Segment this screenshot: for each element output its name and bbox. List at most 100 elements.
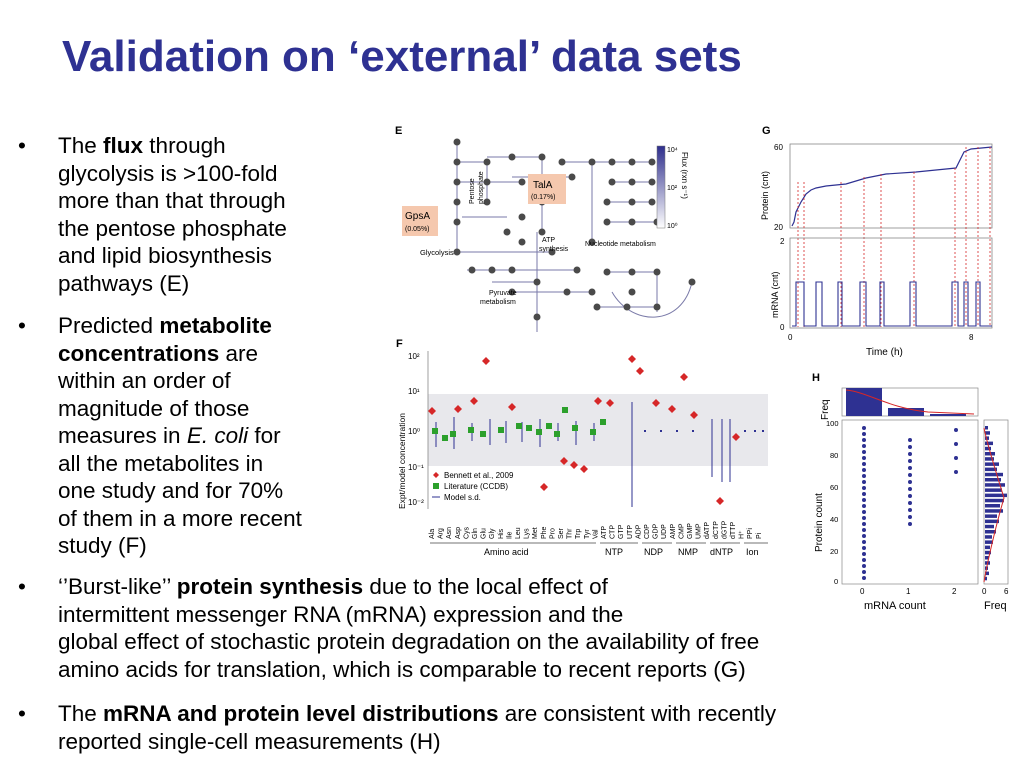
pentose-label-2: phosphate (478, 171, 485, 204)
text: more than that through (58, 188, 286, 213)
scatter-point (908, 452, 912, 456)
scatter-point (862, 456, 866, 460)
ytick-1: 10⁰ (408, 427, 420, 436)
category-label: UMP (696, 523, 703, 539)
top-ylabel: Freq (820, 399, 831, 420)
scatter-point (862, 510, 866, 514)
scatter-point (908, 473, 912, 477)
scatter-points (862, 426, 958, 580)
panel-label-h: H (812, 372, 820, 384)
right-hist-bar (985, 467, 997, 472)
right-hist-bar (985, 545, 990, 550)
text: due to the local effect of (363, 574, 608, 599)
pyruvate-metabolism-label: metabolism (480, 299, 516, 306)
scatter-point (954, 470, 958, 474)
category-label: Pro (549, 528, 556, 539)
figure-g-timeseries: G 60 20 Protein (cnt) 2 0 mRNA (cnt) 0 8… (760, 125, 993, 358)
ytick-100: 10² (408, 352, 420, 361)
text: Predicted (58, 313, 160, 338)
ytick-0: 0 (834, 577, 838, 586)
scatter-point (862, 522, 866, 526)
right-hist-bar (985, 509, 1003, 513)
scatter-point (862, 534, 866, 538)
text: one study and for 70% (58, 478, 284, 503)
main-ylabel: Protein count (814, 493, 825, 552)
text: all the metabolites in (58, 450, 264, 476)
category-label: CMP (678, 523, 685, 539)
legend-model: Model s.d. (444, 493, 481, 502)
text: pathways (E) (58, 270, 190, 296)
scatter-point (862, 504, 866, 508)
right-hist-bar (985, 524, 994, 529)
scatter-point (862, 432, 866, 436)
right-hist-bar (985, 436, 989, 440)
right-xtick-6: 6 (1004, 587, 1009, 596)
text: measures in (58, 423, 187, 448)
scatter-point (908, 466, 912, 470)
category-label: ADP (635, 524, 642, 539)
scatter-point (908, 480, 912, 484)
right-hist-bar (985, 472, 1003, 477)
group-nmp: NMP (678, 547, 698, 557)
category-label: GDP (653, 524, 660, 540)
colorbar-bot-tick: 10⁰ (667, 222, 678, 230)
right-hist-bar (985, 530, 996, 534)
ytick-labels: 100 80 60 40 20 0 (826, 419, 839, 586)
bullet-flux: • The flux through glycolysis is >100-fo… (18, 132, 358, 297)
group-ntp: NTP (605, 547, 623, 557)
text: global effect of stochastic protein degr… (58, 629, 760, 654)
scatter-point (862, 492, 866, 496)
bold-concentrations: concentrations (58, 340, 220, 366)
right-hist-bar (985, 514, 997, 518)
category-label: PPi (747, 528, 754, 539)
scatter-point (862, 438, 866, 442)
category-label: dATP (704, 522, 711, 539)
top-hist-bar-2 (930, 414, 966, 416)
scatter-point (862, 546, 866, 550)
text: ‘’Burst-like’’ (58, 574, 177, 599)
scatter-point (954, 442, 958, 446)
mrna-ytick-0: 0 (780, 323, 785, 332)
category-label: UDP (661, 524, 668, 539)
xtick-0: 0 (860, 587, 865, 596)
scatter-point (908, 445, 912, 449)
right-hist-bar (985, 556, 989, 560)
category-label: GTP (618, 524, 625, 539)
mrna-axes (789, 237, 993, 329)
colorbar-title: Flux (rxn s⁻¹) (680, 152, 689, 199)
right-hist-bar (985, 452, 995, 456)
category-label: Phe (541, 526, 548, 539)
category-label: Asn (446, 527, 453, 539)
right-hist-bar (985, 519, 999, 524)
category-label: Pi (756, 532, 763, 539)
category-label: Trp (575, 529, 582, 539)
top-hist-bar-1 (888, 408, 924, 416)
bullet-metabolite: • Predicted metabolite concentrations ar… (18, 312, 378, 560)
gpsa-label: GpsA (405, 211, 430, 222)
main-xlabel: mRNA count (864, 600, 926, 612)
scatter-point (862, 474, 866, 478)
category-labels: Ala Arg Asn Asp Cys Gln Glu Gly His Ile Leu Lys Met P… (429, 520, 763, 539)
text: study (F) (58, 533, 147, 558)
category-label: dTTP (730, 522, 737, 539)
category-label: dGTP (721, 520, 728, 539)
right-xtick-0: 0 (982, 587, 987, 596)
category-label: Gly (489, 528, 496, 539)
ytick-100: 100 (826, 419, 839, 428)
category-label: dCTP (713, 521, 720, 539)
right-hist-bar (985, 504, 1000, 508)
scatter-point (954, 456, 958, 460)
protein-trace (791, 146, 993, 227)
ytick-60: 60 (830, 483, 838, 492)
time-xtick-0: 0 (788, 333, 793, 342)
ytick-40: 40 (830, 515, 838, 524)
category-label: Arg (438, 528, 445, 539)
scatter-point (908, 494, 912, 498)
scatter-point (862, 564, 866, 568)
protein-axes (789, 143, 993, 229)
ytick-80: 80 (830, 451, 838, 460)
category-label: Thr (567, 528, 574, 539)
right-hist-bar (985, 426, 988, 430)
bennett-points (428, 355, 740, 505)
nucleotide-label: Nucleotide metabolism (585, 241, 656, 248)
